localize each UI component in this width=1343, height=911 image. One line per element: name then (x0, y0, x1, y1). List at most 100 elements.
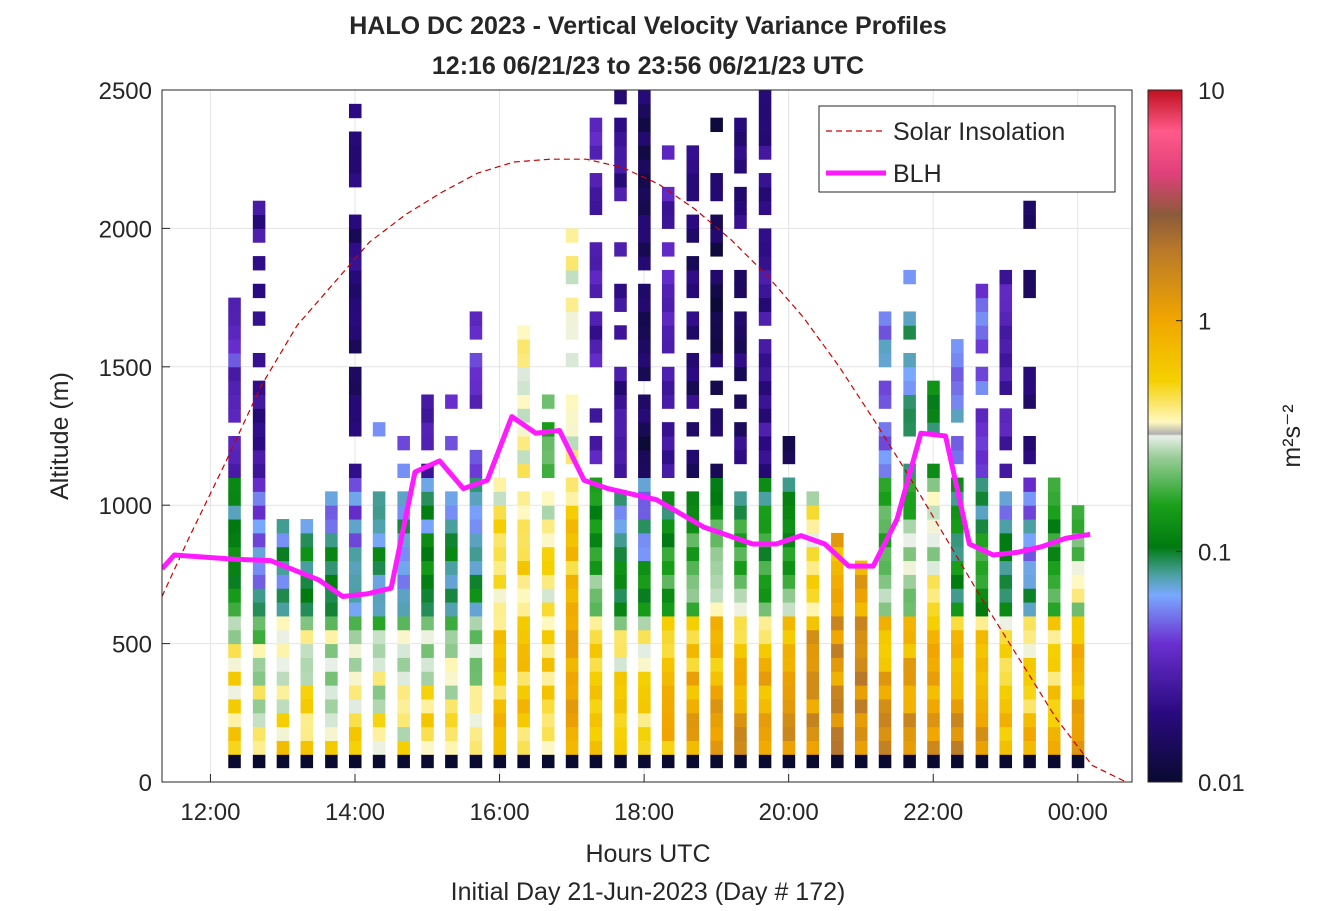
variance-cell (903, 311, 916, 326)
variance-cell (1023, 200, 1036, 216)
variance-cell (1047, 505, 1061, 520)
variance-cell (493, 726, 507, 741)
variance-cell (638, 352, 651, 368)
variance-cell (1071, 519, 1085, 534)
variance-cell (517, 491, 530, 506)
variance-cell (252, 726, 266, 741)
variance-cell (878, 698, 892, 714)
variance-cell (469, 643, 483, 658)
variance-cell (638, 519, 651, 534)
variance-cell (903, 602, 916, 617)
variance-cell (372, 574, 386, 589)
variance-cell (806, 615, 820, 631)
colorbar-tick-label: 0.1 (1198, 539, 1231, 566)
variance-cell (951, 754, 964, 769)
variance-cell (1023, 574, 1036, 589)
variance-cell (228, 505, 241, 520)
x-axis-sublabel: Initial Day 21-Jun-2023 (Day # 172) (451, 878, 846, 906)
variance-cell (228, 574, 241, 589)
variance-cell (878, 574, 892, 589)
variance-cell (325, 546, 338, 562)
variance-cell (638, 311, 651, 326)
variance-cell (782, 546, 796, 562)
variance-cell (614, 283, 627, 299)
variance-cell (614, 574, 627, 589)
variance-cell (493, 519, 507, 534)
variance-cell (589, 629, 603, 645)
variance-cell (975, 311, 989, 326)
variance-cell (589, 145, 603, 160)
variance-cell (734, 602, 747, 617)
variance-cell (252, 560, 266, 575)
variance-cell (975, 726, 989, 741)
variance-cell (782, 740, 796, 755)
variance-cell (661, 339, 675, 354)
variance-cell (638, 588, 651, 603)
variance-cell (734, 269, 747, 285)
variance-cell (397, 463, 410, 479)
variance-cell (300, 754, 314, 769)
variance-cell (734, 560, 747, 575)
variance-cell (589, 242, 603, 257)
variance-cell (565, 588, 579, 603)
variance-cell (517, 629, 530, 645)
variance-cell (348, 311, 362, 326)
variance-cell (445, 740, 458, 755)
variance-cell (975, 463, 989, 479)
variance-cell (348, 228, 362, 243)
variance-cell (686, 588, 700, 603)
variance-cell (589, 546, 603, 562)
variance-cell (951, 657, 964, 672)
variance-cell (469, 394, 483, 409)
variance-cell (951, 352, 964, 368)
x-tick-label: 12:00 (180, 799, 240, 826)
variance-cell (638, 671, 651, 686)
variance-cell (638, 574, 651, 589)
variance-cell (638, 463, 651, 479)
variance-cell (758, 477, 772, 492)
variance-cell (686, 422, 700, 437)
variance-cell (421, 588, 434, 603)
variance-cell (589, 408, 603, 423)
variance-cell (758, 671, 772, 686)
variance-cell (1047, 629, 1061, 645)
variance-cell (1071, 560, 1085, 575)
variance-cell (878, 657, 892, 672)
variance-cell (517, 366, 530, 382)
variance-cell (734, 366, 747, 382)
variance-cell (710, 186, 723, 202)
variance-cell (686, 159, 700, 174)
variance-cell (348, 173, 362, 188)
variance-cell (661, 588, 675, 603)
variance-cell (614, 394, 627, 409)
variance-cell (975, 339, 989, 354)
variance-cell (831, 574, 844, 589)
variance-cell (661, 698, 675, 714)
variance-cell (589, 200, 603, 216)
variance-cell (421, 519, 434, 534)
variance-cell (734, 588, 747, 603)
variance-cell (710, 117, 723, 133)
variance-cell (638, 325, 651, 340)
variance-cell (1071, 588, 1085, 603)
variance-cell (276, 519, 290, 534)
variance-cell (372, 519, 386, 534)
variance-cell (348, 740, 362, 755)
variance-cell (903, 685, 916, 700)
variance-cell (1023, 436, 1036, 451)
variance-cell (686, 145, 700, 160)
variance-cell (806, 698, 820, 714)
variance-cell (951, 698, 964, 714)
variance-cell (951, 380, 964, 395)
variance-cell (541, 449, 555, 465)
variance-cell (493, 588, 507, 603)
variance-cell (854, 574, 868, 589)
variance-cell (806, 712, 820, 728)
variance-cell (228, 532, 241, 548)
variance-cell (710, 740, 723, 755)
variance-cell (999, 643, 1013, 658)
variance-cell (445, 394, 458, 409)
variance-cell (975, 629, 989, 645)
variance-cell (710, 352, 723, 368)
